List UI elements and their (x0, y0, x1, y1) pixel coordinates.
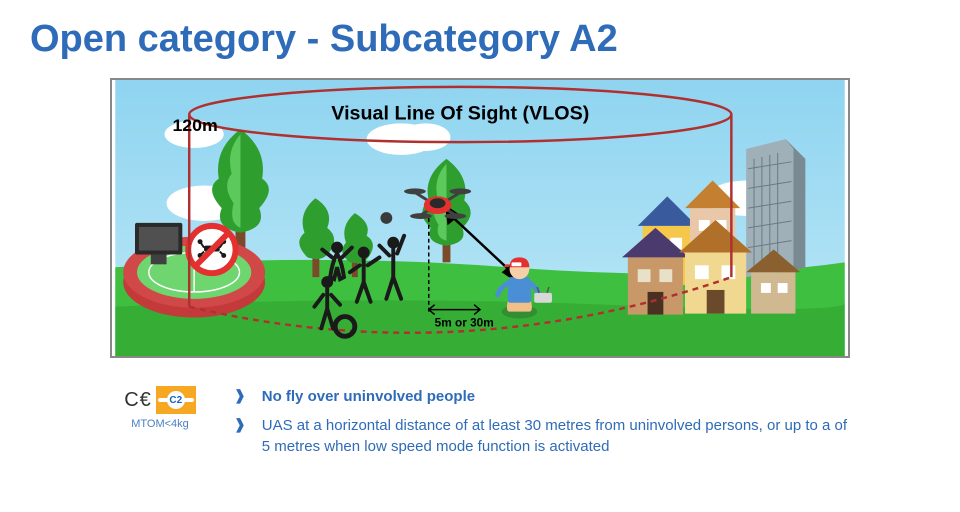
bullet-text: UAS at a horizontal distance of at least… (262, 415, 850, 457)
no-drone-sign (188, 226, 235, 273)
ce-mark: C€ (124, 389, 152, 412)
c2-badge-icon: C2 (156, 386, 196, 414)
bullet-arrow-icon: ❱ (234, 386, 246, 407)
bullet-item: ❱ UAS at a horizontal distance of at lea… (234, 415, 850, 457)
c2-badge-block: C€ C2 MTOM<4kg (110, 380, 210, 430)
vlos-label: Visual Line Of Sight (VLOS) (331, 102, 589, 124)
scene-svg: 5m or 30m (112, 80, 848, 356)
page-title: Open category - Subcategory A2 (30, 18, 618, 61)
c2-badge-label: C2 (167, 391, 185, 409)
bullet-list: ❱ No fly over uninvolved people ❱ UAS at… (234, 380, 850, 465)
bullet-text: No fly over uninvolved people (262, 386, 475, 407)
bullet-item: ❱ No fly over uninvolved people (234, 386, 850, 407)
bullet-arrow-icon: ❱ (234, 415, 246, 457)
footer-info: C€ C2 MTOM<4kg ❱ No fly over uninvolved … (110, 380, 850, 465)
mtom-label: MTOM<4kg (131, 418, 189, 430)
distance-label: 5m or 30m (435, 315, 494, 329)
diagram-scene: 5m or 30m (110, 78, 850, 358)
height-label: 120m (172, 115, 217, 135)
